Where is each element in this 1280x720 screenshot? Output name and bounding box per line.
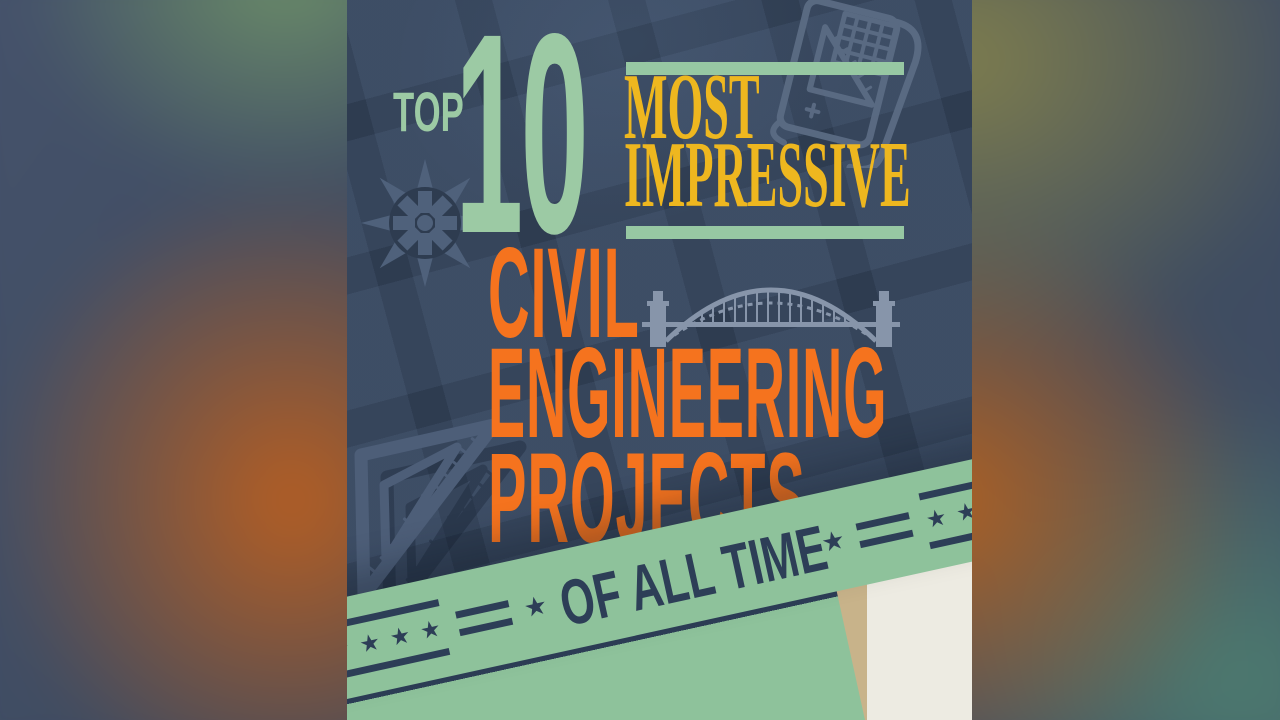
set-square-ruler-icon [354, 418, 501, 602]
kicker-number: 10 [455, 0, 589, 293]
kicker-top-label: TOP [393, 80, 464, 143]
bottom-rule-bar [626, 226, 904, 239]
subtitle-impressive: IMPRESSIVE [624, 123, 911, 227]
arch-bridge-icon [642, 287, 900, 347]
headline-line2: ENGINEERING [488, 322, 888, 465]
top-rule-bar [626, 62, 904, 75]
subtitle-most: MOST [624, 55, 760, 159]
ribbon-right-decoration: ★ ★ ★ ★ ★ [918, 460, 972, 549]
ribbon-left-decoration: ★ ★ ★ ★ ★ [347, 598, 451, 687]
poster: TOP 10 MOST IMPRESSIVE CIVIL ENGINEERING… [347, 0, 972, 720]
compass-star-icon [361, 159, 489, 287]
ribbon-star-left: ★ [520, 588, 550, 624]
ribbon-double-line [855, 511, 914, 548]
headline-line1: CIVIL [488, 222, 640, 365]
ribbon-double-line [454, 599, 514, 636]
